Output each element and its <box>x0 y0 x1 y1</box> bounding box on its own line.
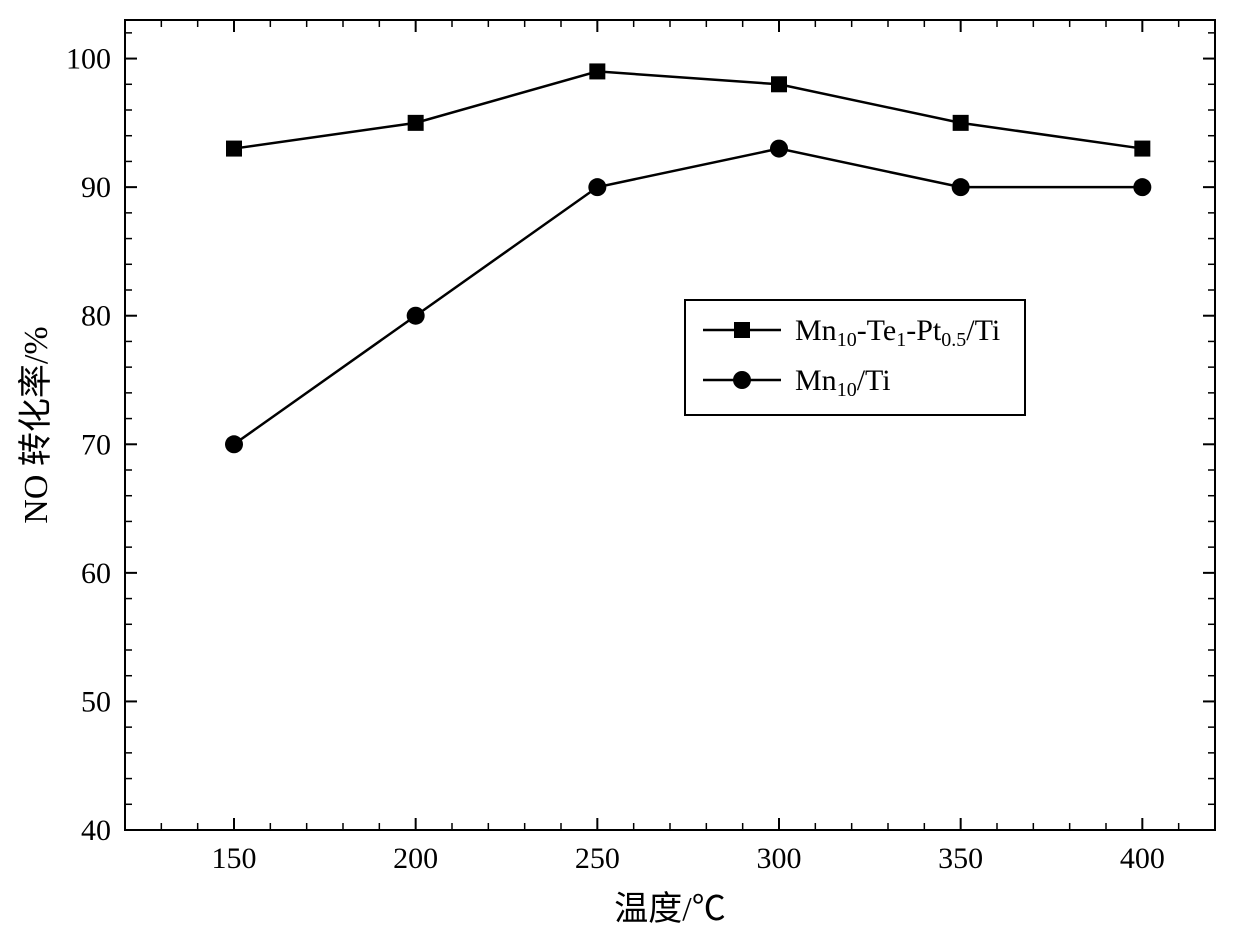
y-tick-label: 60 <box>81 557 111 590</box>
y-tick-label: 70 <box>81 428 111 461</box>
series-mn-te-pt-ti <box>226 63 1150 156</box>
marker-square <box>226 141 242 157</box>
legend: Mn10-Te1-Pt0.5/TiMn10/Ti <box>685 300 1025 415</box>
marker-circle <box>407 307 425 325</box>
marker-circle <box>733 371 751 389</box>
marker-circle <box>770 140 788 158</box>
x-tick-label: 400 <box>1120 842 1165 875</box>
marker-circle <box>588 178 606 196</box>
x-axis-label: 温度/℃ <box>614 890 725 928</box>
x-tick-label: 250 <box>575 842 620 875</box>
series-line <box>234 71 1142 148</box>
x-tick-label: 150 <box>212 842 257 875</box>
y-tick-label: 50 <box>81 685 111 718</box>
y-tick-label: 100 <box>66 43 111 76</box>
marker-square <box>408 115 424 131</box>
y-axis-label: NO 转化率/% <box>17 326 55 523</box>
marker-square <box>1134 141 1150 157</box>
marker-circle <box>225 435 243 453</box>
y-tick-label: 90 <box>81 171 111 204</box>
x-tick-label: 200 <box>393 842 438 875</box>
x-tick-label: 350 <box>938 842 983 875</box>
marker-circle <box>1133 178 1151 196</box>
marker-square <box>771 76 787 92</box>
line-chart: 150 200 250 300 350 400 40 50 60 70 80 90 100 温度/℃ NO … <box>0 0 1240 952</box>
marker-circle <box>952 178 970 196</box>
marker-square <box>953 115 969 131</box>
marker-square <box>734 322 750 338</box>
y-tick-label: 80 <box>81 300 111 333</box>
chart-container: 150 200 250 300 350 400 40 50 60 70 80 90 100 温度/℃ NO … <box>0 0 1240 952</box>
x-tick-label: 300 <box>757 842 802 875</box>
y-tick-label: 40 <box>81 814 111 847</box>
marker-square <box>589 63 605 79</box>
